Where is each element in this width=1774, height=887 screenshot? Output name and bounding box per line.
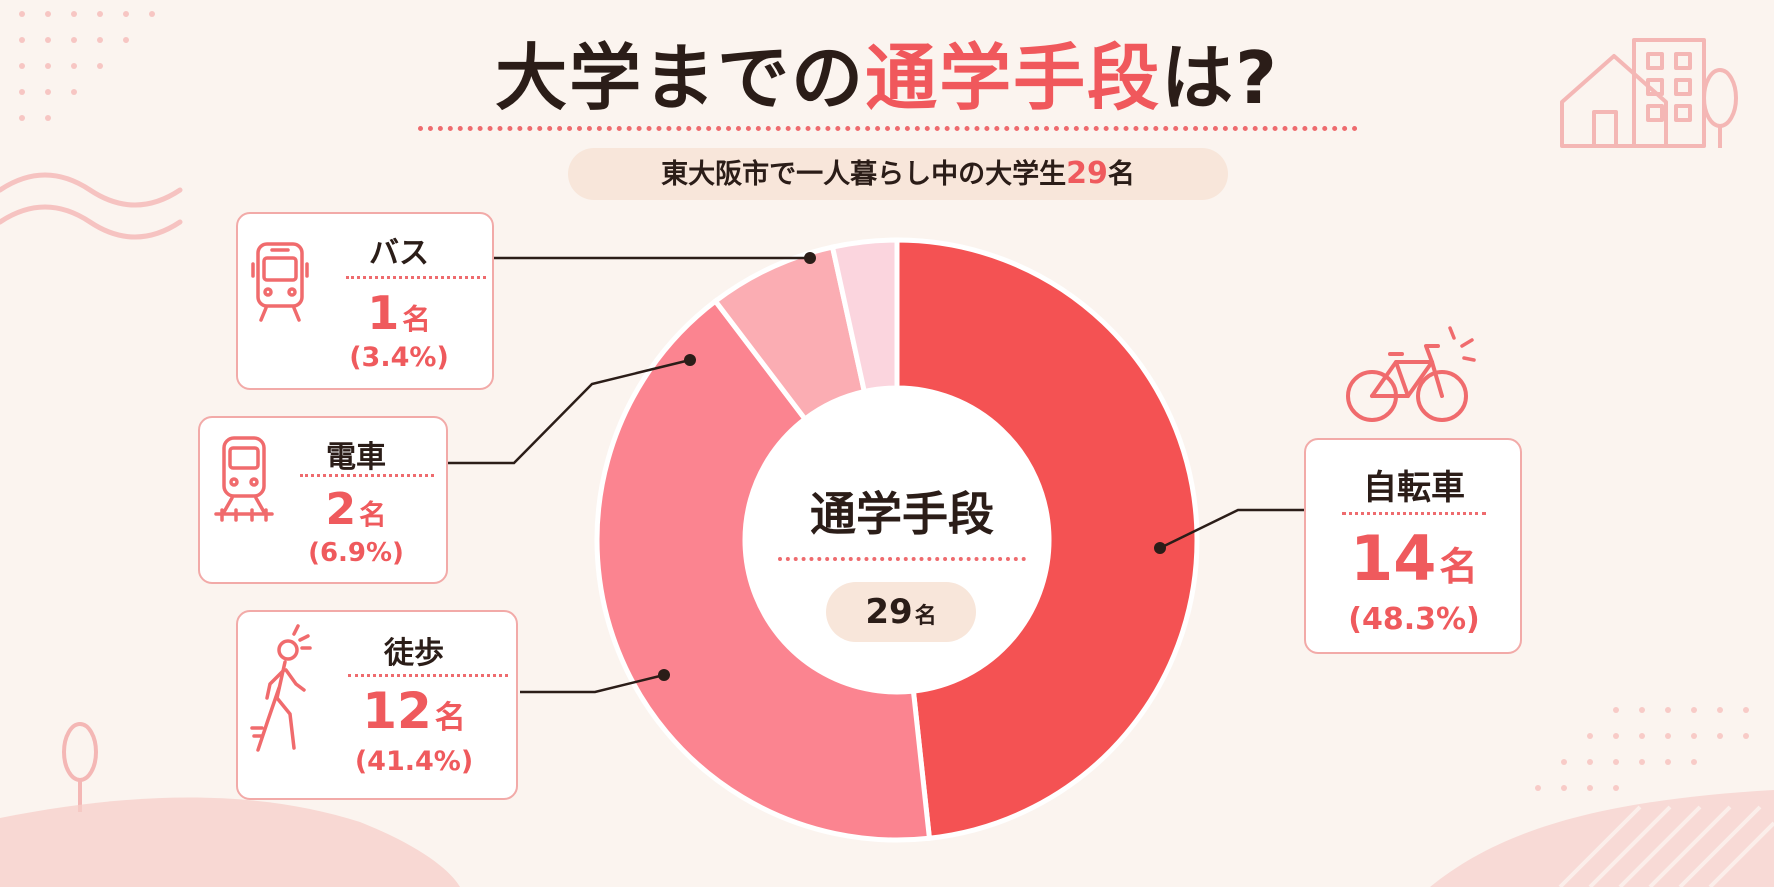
ground-shape-right (1430, 790, 1774, 887)
subtitle-unit: 名 (1107, 159, 1135, 190)
legend-count-train-unit: 名 (359, 500, 387, 531)
legend-label-train: 電車 (326, 440, 386, 475)
legend-count-bicycle-number: 14 (1350, 522, 1437, 595)
page-title: 大学までの通学手段は? (0, 28, 1774, 128)
dot-pattern-bottom-right (1535, 707, 1749, 791)
leader-line-walk (520, 673, 665, 694)
legend-divider-walk (348, 674, 508, 677)
title-divider (418, 126, 1358, 131)
ground-shape-left (0, 797, 460, 887)
subtitle-number: 29 (1066, 156, 1108, 191)
legend-count-train-number: 2 (325, 484, 357, 535)
donut-slice-walk (594, 297, 933, 843)
donut-slice-bicycle (894, 237, 1200, 842)
subtitle-text: 東大阪市で一人暮らし中の大学生 (661, 159, 1067, 190)
bicycle-icon (1346, 326, 1476, 422)
title-part-1: 大学までの (495, 36, 866, 120)
center-total-number: 29 (865, 592, 913, 632)
center-title: 通学手段 (810, 487, 994, 541)
train-icon (214, 436, 274, 522)
legend-percent-bus: (3.4%) (349, 342, 449, 373)
house-building-icon (1560, 38, 1738, 148)
center-total-unit: 名 (914, 604, 937, 629)
legend-percent-walk: (41.4%) (354, 746, 474, 777)
legend-count-walk-number: 12 (362, 682, 432, 740)
legend-label-walk: 徒歩 (384, 636, 444, 671)
legend-count-bus-unit: 名 (402, 303, 431, 336)
walking-person-icon (250, 624, 312, 752)
stripe-pattern (1558, 805, 1774, 887)
legend-percent-bicycle: (48.3%) (1348, 602, 1480, 637)
legend-count-walk: 12名 (310, 682, 518, 740)
subtitle-pill: 東大阪市で一人暮らし中の大学生29名 (568, 148, 1228, 200)
center-total: 29名 (826, 582, 976, 642)
legend-label-bus: バス (369, 236, 429, 271)
legend-card-bicycle: 自転車 14名 (48.3%) (1304, 438, 1522, 654)
center-divider (778, 557, 1026, 561)
legend-count-bus-number: 1 (367, 286, 400, 340)
legend-label-bicycle: 自転車 (1363, 468, 1465, 508)
bus-icon (251, 242, 309, 322)
donut-slice-bus (829, 237, 900, 395)
title-part-3: は? (1161, 36, 1279, 120)
legend-count-bicycle: 14名 (1306, 522, 1522, 595)
leader-dot-train (684, 354, 696, 366)
wave-lines (0, 172, 183, 240)
legend-divider-train (300, 474, 434, 477)
leader-line-train (448, 358, 691, 465)
dot-pattern-top-left (19, 11, 155, 121)
legend-count-bicycle-unit: 名 (1439, 545, 1478, 590)
legend-percent-train: (6.9%) (308, 538, 404, 568)
legend-card-walk: 徒歩 12名 (41.4%) (236, 610, 518, 800)
title-highlight: 通学手段 (865, 36, 1162, 120)
leader-dot-walk (658, 669, 670, 681)
legend-count-walk-unit: 名 (434, 700, 466, 736)
legend-divider-bus (346, 276, 486, 279)
leader-dot-bus (804, 252, 816, 264)
leader-dot-bicycle (1154, 542, 1166, 554)
legend-divider-bicycle (1342, 512, 1486, 515)
